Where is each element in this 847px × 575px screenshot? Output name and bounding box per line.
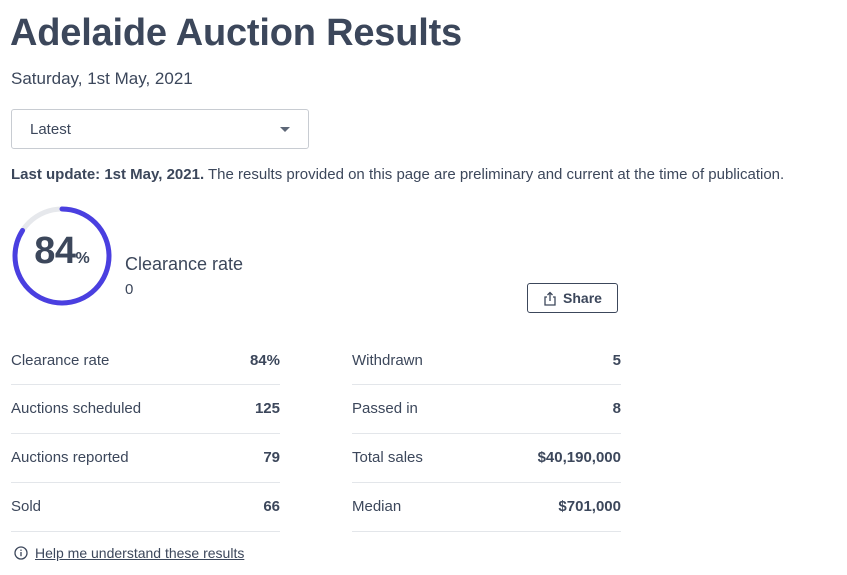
stat-row: Sold 66 [11, 483, 280, 532]
stat-value: $40,190,000 [537, 449, 621, 466]
stat-value: 66 [263, 498, 280, 515]
caret-down-icon [280, 127, 290, 132]
select-value: Latest [30, 121, 71, 138]
stat-row: Auctions reported 79 [11, 434, 280, 483]
update-label: Last update: 1st May, 2021. [11, 166, 205, 183]
gauge-value: 84% [10, 230, 114, 273]
stat-value: 125 [254, 400, 280, 417]
clearance-rate-gauge: 84% [10, 204, 114, 308]
clearance-rate-sub: 0 [125, 281, 134, 298]
stat-value: 5 [612, 352, 621, 369]
share-label: Share [563, 290, 602, 306]
stat-row: Withdrawn 5 [352, 337, 621, 385]
help-link[interactable]: Help me understand these results [35, 545, 245, 561]
stat-value: $701,000 [558, 498, 621, 515]
update-notice: Last update: 1st May, 2021. The results … [11, 166, 784, 183]
gauge-ring [12, 206, 112, 306]
stat-label: Passed in [352, 400, 418, 417]
info-icon [14, 546, 28, 560]
stat-row: Passed in 8 [352, 385, 621, 434]
stat-label: Clearance rate [11, 352, 110, 369]
stat-value: 79 [263, 449, 280, 466]
page-title: Adelaide Auction Results [10, 12, 462, 54]
stat-row: Median $701,000 [352, 483, 621, 532]
stat-label: Total sales [352, 449, 423, 466]
stat-row: Auctions scheduled 125 [11, 385, 280, 434]
stat-value: 84% [249, 352, 280, 369]
results-date: Saturday, 1st May, 2021 [11, 69, 193, 88]
stat-label: Auctions reported [11, 449, 129, 466]
stat-row: Clearance rate 84% [11, 337, 280, 385]
stat-value: 8 [612, 400, 621, 417]
share-button[interactable]: Share [527, 283, 618, 313]
stat-row: Total sales $40,190,000 [352, 434, 621, 483]
update-text: The results provided on this page are pr… [204, 166, 785, 183]
gauge-number: 84 [34, 230, 76, 272]
gauge-fill [12, 206, 112, 306]
clearance-rate-label: Clearance rate [125, 254, 244, 274]
help-link-row[interactable]: Help me understand these results [14, 545, 244, 561]
stats-table-right: Withdrawn 5 Passed in 8 Total sales $40,… [352, 337, 621, 532]
gauge-unit: % [75, 250, 90, 267]
stats-table-left: Clearance rate 84% Auctions scheduled 12… [11, 337, 280, 532]
stat-label: Median [352, 498, 402, 515]
stat-label: Sold [11, 498, 42, 515]
results-period-select[interactable]: Latest [11, 109, 309, 149]
stat-label: Auctions scheduled [11, 400, 142, 417]
share-icon [544, 291, 556, 306]
stat-label: Withdrawn [352, 352, 423, 369]
